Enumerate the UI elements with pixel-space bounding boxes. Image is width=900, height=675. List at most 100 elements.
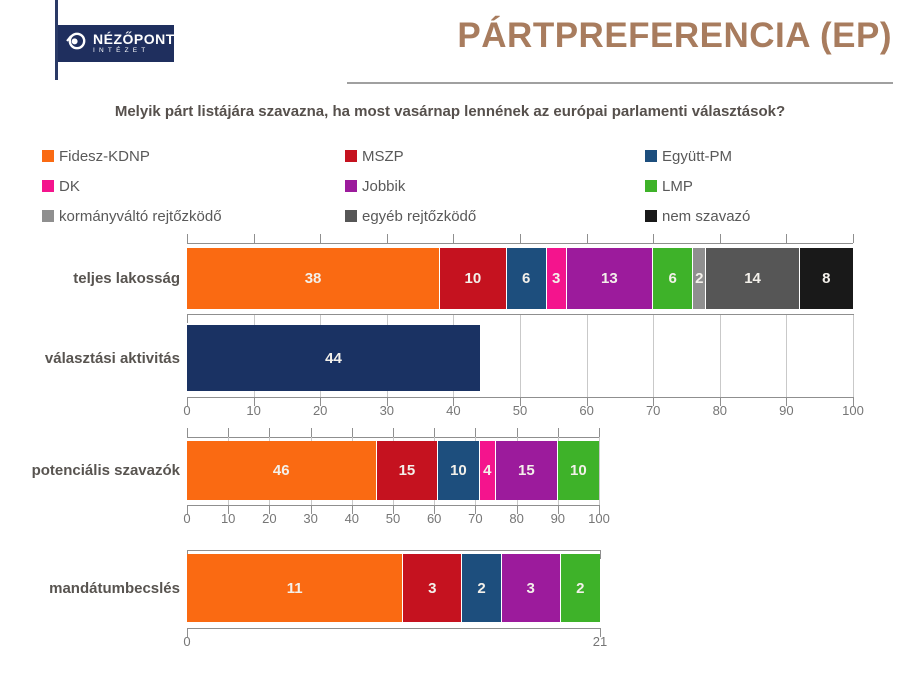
legend-label: LMP (662, 177, 693, 195)
bar-segment-value: 2 (695, 270, 704, 287)
axis-tick (520, 234, 521, 243)
axis-tick-label: 80 (509, 511, 524, 526)
bar-segment: 2 (693, 248, 707, 309)
axis-tick (600, 550, 601, 559)
axis-tick-label: 30 (303, 511, 318, 526)
axis-tick (653, 234, 655, 243)
bar-segment-value: 14 (744, 270, 761, 287)
axis-tick-label: 60 (579, 403, 594, 418)
bar-segment: 2 (462, 554, 502, 622)
axis-tick (453, 397, 455, 406)
axis-tick (719, 234, 721, 243)
bar-row: 11 3 2 3 2 (187, 554, 600, 622)
axis-tick (434, 428, 436, 437)
eye-icon (64, 29, 88, 58)
bar-segment-value: 13 (601, 270, 618, 287)
bar-segment: 6 (653, 248, 694, 309)
bar-segment-value: 2 (576, 579, 585, 597)
axis-tick-label: 60 (426, 511, 442, 526)
gridline (653, 315, 655, 397)
axis-tick (719, 397, 721, 406)
legend-label: Jobbik (362, 177, 406, 195)
chart-question-subtitle: Melyik párt listájára szavazna, ha most … (114, 103, 786, 120)
top-axis-line (187, 243, 853, 244)
gridline (786, 315, 788, 397)
bar-segment: 44 (187, 325, 481, 391)
gridline (719, 315, 721, 397)
axis-tick (516, 428, 518, 437)
axis-tick-label: 0 (183, 403, 191, 418)
legend-label: MSZP (362, 147, 404, 165)
bar-segment: 11 (187, 554, 404, 622)
axis-tick (475, 505, 477, 514)
page-title: PÁRTPREFERENCIA (EP) (457, 16, 892, 55)
legend-swatch-icon (345, 180, 357, 192)
axis-tick (393, 505, 394, 514)
axis-tick (187, 628, 188, 637)
bar-segment-value: 46 (272, 462, 290, 479)
axis-tick (853, 397, 854, 406)
legend-label: Fidesz-KDNP (59, 147, 150, 165)
legend-swatch-icon (345, 210, 357, 222)
axis-tick (351, 428, 353, 437)
logo-text-line2: INTÉZET (93, 47, 150, 55)
bar-segment: 3 (501, 554, 561, 622)
axis-tick-label: 40 (344, 511, 360, 526)
bar-segment-value: 10 (450, 462, 467, 479)
axis-tick (386, 397, 388, 406)
axis-tick-label: 0 (183, 511, 191, 526)
bar-segment-value: 3 (428, 579, 437, 597)
legend-item: DK (42, 177, 80, 195)
axis-tick (253, 234, 255, 243)
axis-tick (434, 505, 436, 514)
gridline (853, 315, 854, 397)
axis-tick (453, 234, 455, 243)
legend-label: DK (59, 177, 80, 195)
axis-tick-label: 50 (512, 403, 528, 418)
row-label: potenciális szavazók (31, 461, 180, 479)
axis-tick (520, 397, 521, 406)
legend-item: MSZP (345, 147, 404, 165)
bar-segment: 15 (495, 441, 558, 500)
bar-segment: 4 (479, 441, 496, 500)
legend-item: LMP (645, 177, 693, 195)
axis-tick-label: 90 (779, 403, 794, 418)
axis-tick (786, 397, 788, 406)
axis-tick-label: 70 (645, 403, 661, 418)
legend-item: Fidesz-KDNP (42, 147, 150, 165)
bar-segment: 10 (440, 248, 507, 309)
bar-segment-value: 2 (477, 579, 486, 597)
gridline (520, 315, 521, 397)
axis-tick-label: 40 (446, 403, 461, 418)
axis-tick (853, 234, 854, 243)
gridline (586, 315, 588, 397)
axis-tick-label: 80 (712, 403, 728, 418)
bar-segment-value: 15 (398, 462, 416, 479)
axis-tick (516, 505, 518, 514)
axis-tick (187, 428, 188, 437)
legend-item: Jobbik (345, 177, 406, 195)
gridline (599, 437, 600, 505)
axis-tick-label: 20 (312, 403, 328, 418)
legend-swatch-icon (42, 210, 54, 222)
axis-tick-label: 0 (183, 634, 191, 649)
axis-tick (187, 397, 188, 406)
title-underline (347, 82, 893, 84)
header-vertical-rule (55, 0, 58, 80)
row-label: teljes lakosság (73, 269, 180, 287)
legend-label: kormányváltó rejtőzködő (59, 207, 222, 225)
axis-tick (786, 234, 788, 243)
axis-tick-label: 70 (468, 511, 483, 526)
axis-tick (653, 397, 655, 406)
bar-segment: 3 (403, 554, 463, 622)
bar-segment: 2 (560, 554, 600, 622)
bar-segment: 14 (706, 248, 800, 309)
bar-segment: 13 (566, 248, 654, 309)
bar-segment-value: 10 (570, 462, 587, 479)
axis-tick (253, 397, 255, 406)
axis-tick (557, 428, 559, 437)
axis-tick (351, 505, 353, 514)
legend-swatch-icon (42, 150, 54, 162)
legend-swatch-icon (42, 180, 54, 192)
legend-item: Együtt-PM (645, 148, 732, 165)
